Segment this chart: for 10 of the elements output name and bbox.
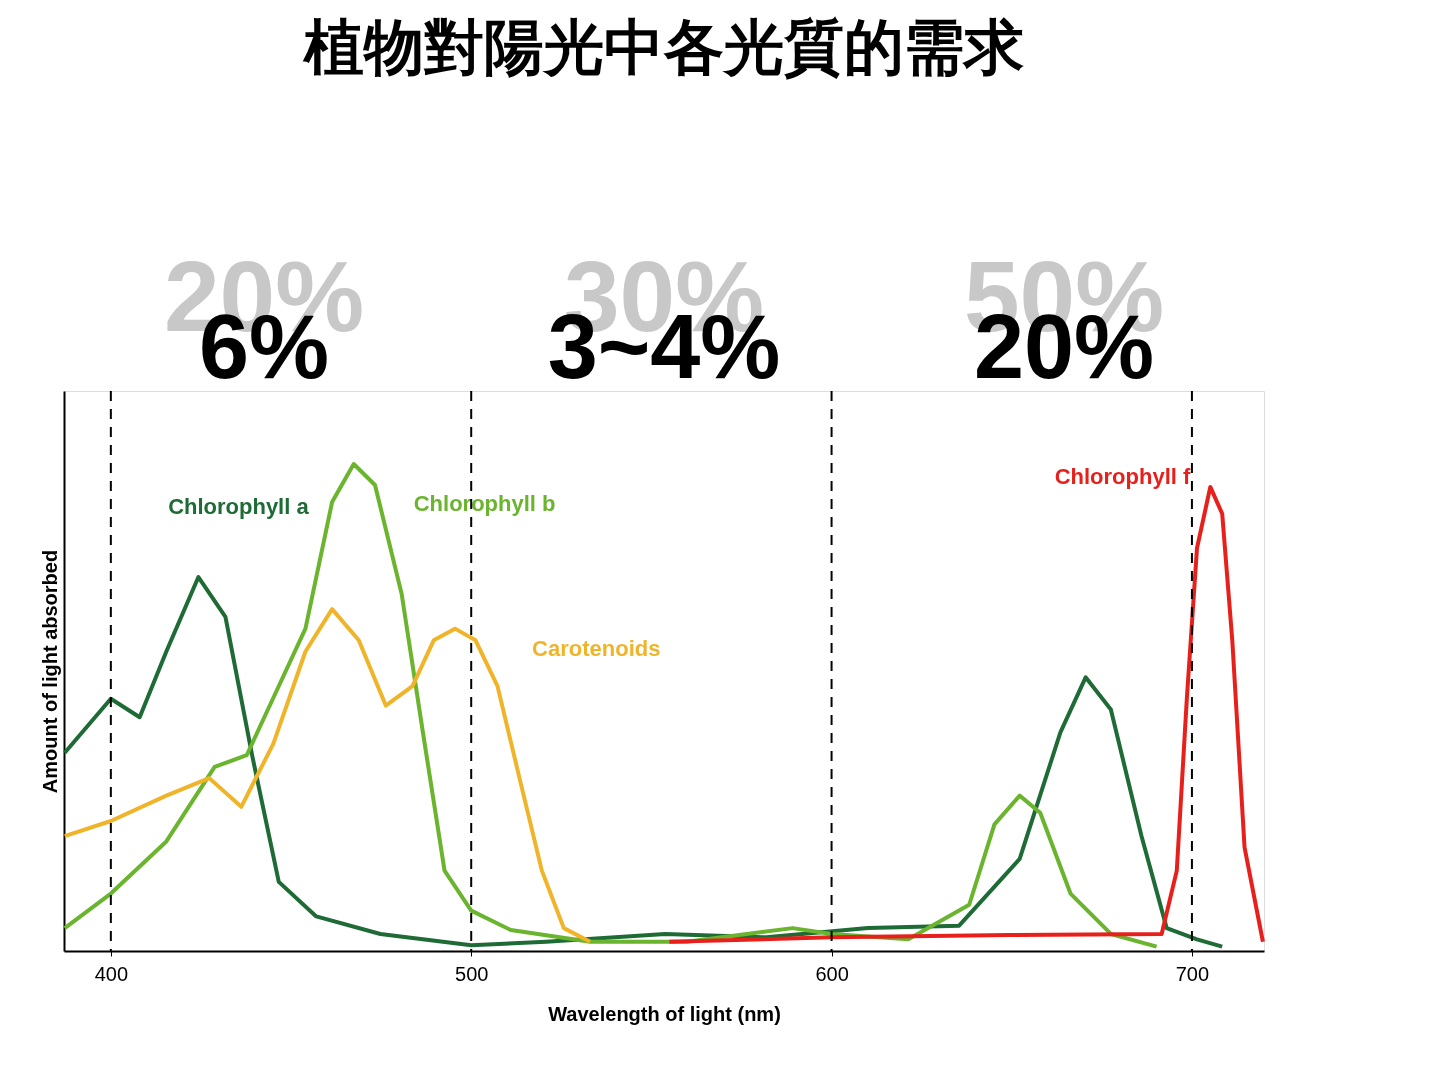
series-label: Chlorophyll f <box>1054 463 1191 489</box>
x-tick-label: 400 <box>94 962 129 985</box>
x-axis-title: Wavelength of light (nm) <box>548 1002 781 1025</box>
y-axis-title: Amount of light absorbed <box>38 549 61 794</box>
x-tick-label: 600 <box>815 962 849 985</box>
text: Chlorophyll a <box>168 494 310 520</box>
series-label: Carotenoids <box>532 636 661 662</box>
chart-title: 植物對陽光中各光質的需求 <box>302 12 1024 82</box>
x-tick-label: 500 <box>455 962 489 985</box>
x-tick-label: 700 <box>1175 962 1210 985</box>
